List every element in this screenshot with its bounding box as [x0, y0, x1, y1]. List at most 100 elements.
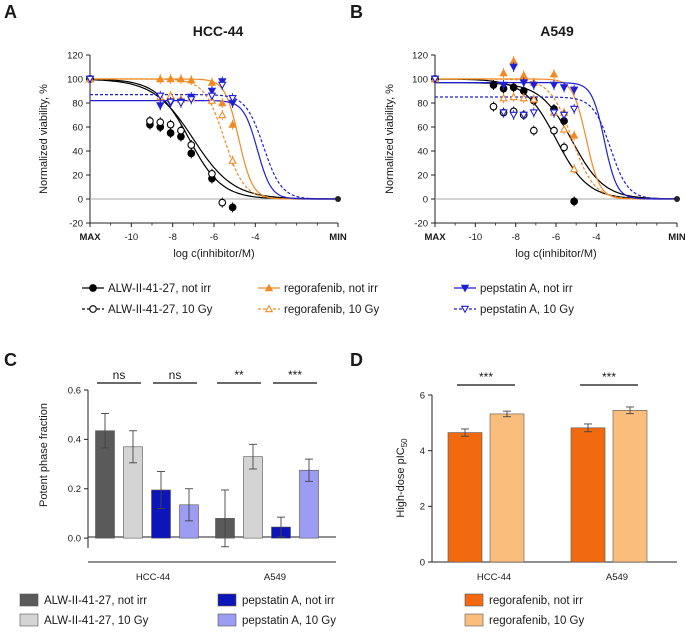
legend-swatch: [19, 613, 39, 627]
panel-d-group-label-a549: A549: [606, 572, 628, 583]
legend-label: pepstatin A, 10 Gy: [242, 615, 336, 627]
panel-b-ylabel: Normalized viability, %: [384, 84, 396, 194]
x-tick-label: MIN: [329, 232, 347, 243]
fit-curve: [90, 100, 338, 200]
data-point: [166, 120, 175, 129]
panel-c-group-label-hcc44: HCC-44: [136, 572, 170, 583]
legend-label: regorafenib, 10 Gy: [489, 615, 585, 627]
data-point: [187, 96, 196, 104]
data-point: [509, 83, 518, 92]
y-tick-label: 40: [417, 146, 428, 157]
x-tick-label: -8: [511, 232, 519, 243]
data-point: [519, 70, 528, 79]
x-tick-label: -6: [552, 232, 560, 243]
data-point: [207, 92, 217, 101]
y-tick-label: 80: [72, 98, 83, 109]
y-tick-label: 40: [72, 146, 83, 157]
panel-letter-a: A: [4, 2, 17, 22]
x-tick-label: -8: [168, 232, 176, 243]
data-point: [499, 93, 508, 102]
data-point: [509, 92, 518, 101]
y-tick-label: 4: [420, 446, 425, 457]
y-tick-label: 2: [420, 502, 425, 513]
data-point: [489, 102, 498, 111]
data-point: [228, 120, 237, 128]
data-point: [156, 118, 165, 127]
min-point: [335, 196, 341, 202]
legend-label: pepstatin A, not irr: [480, 283, 573, 295]
data-point: [569, 105, 579, 114]
bar: [612, 410, 648, 563]
y-tick-label: 0.2: [68, 484, 81, 495]
panel-letter-c: C: [4, 350, 17, 370]
x-tick-label: MIN: [668, 232, 685, 243]
panel-c-ylabel: Potent phase fraction: [38, 403, 50, 507]
x-tick-label: -6: [210, 232, 218, 243]
legend-label: pepstatin A, not irr: [242, 595, 335, 607]
x-tick-label: MAX: [79, 232, 101, 243]
data-point: [166, 74, 175, 83]
panel-b-curves: [435, 78, 677, 200]
data-point: [218, 198, 227, 207]
data-point: [499, 68, 508, 77]
x-tick-label: -10: [124, 232, 138, 243]
data-point: [529, 126, 538, 135]
panel-a-ylabel: Normalized viability, %: [38, 84, 50, 194]
data-point: [218, 81, 227, 90]
data-point: [570, 197, 579, 206]
min-point: [674, 196, 680, 202]
legend-ab: ALW-II-41-27, not irr ALW-II-41-27, 10 Gy…: [82, 283, 574, 316]
x-tick-label: -4: [251, 232, 259, 243]
y-tick-label: 0: [423, 194, 428, 205]
y-tick-label: -20: [414, 218, 428, 229]
legend-marker: [89, 284, 97, 292]
legend-label: ALW-II-41-27, not irr: [44, 595, 147, 607]
legend-c: ALW-II-41-27, not irr ALW-II-41-27, 10 Gy…: [19, 593, 336, 627]
data-point: [430, 75, 440, 84]
x-tick-label: -4: [592, 232, 600, 243]
data-point: [529, 81, 539, 90]
bar: [489, 413, 525, 563]
legend-label: regorafenib, not irr: [489, 595, 583, 607]
panel-d-yticks: 0 2 4 6: [420, 390, 432, 568]
data-point: [549, 81, 559, 90]
panel-d-ylabel: High-dose pIC50: [395, 438, 409, 518]
legend-marker: [264, 283, 274, 292]
fit-curve: [435, 82, 677, 200]
panel-d-significance: *** ***: [457, 370, 638, 386]
data-point: [176, 74, 186, 83]
panel-b-title: A549: [540, 23, 574, 39]
data-point: [489, 81, 498, 89]
data-point: [228, 95, 237, 103]
panel-d-chart: High-dose pIC50 HCC-44 A549 0 2 4 6 *** ***: [395, 370, 677, 583]
data-point: [569, 86, 579, 95]
data-point: [177, 126, 185, 135]
panel-c-chart: Potent phase fraction HCC-44 A549 0.0 0.2…: [38, 368, 336, 583]
x-tick-label: MAX: [424, 232, 446, 243]
panel-d-ylabel-main: High-dose pIC: [395, 447, 407, 517]
legend-swatch: [464, 593, 484, 607]
data-point: [146, 117, 154, 125]
legend-marker: [264, 304, 274, 313]
data-point: [509, 111, 518, 120]
data-point: [560, 143, 568, 152]
y-tick-label: 0.0: [68, 533, 81, 544]
bar: [447, 432, 483, 563]
data-point: [156, 74, 165, 83]
legend-marker: [89, 305, 97, 313]
y-tick-label: 0: [420, 557, 425, 568]
panel-b-xlabel: log c(inhibitor/M): [515, 248, 596, 260]
data-point: [559, 84, 569, 92]
y-tick-label: 100: [412, 74, 428, 85]
panel-a-chart: Normalized viability, % log c(inhibitor/…: [38, 50, 347, 260]
panel-d-group-label-hcc44: HCC-44: [477, 572, 511, 583]
data-point: [559, 124, 569, 133]
panel-a-points: [85, 74, 341, 213]
panel-a-xlabel: log c(inhibitor/M): [173, 248, 254, 260]
panel-b-yticks: -20 0 20 40 60 80 100 120: [412, 50, 435, 229]
x-tick-label: -10: [468, 232, 482, 243]
panel-b-chart: Normalized viability, % log c(inhibitor/…: [384, 50, 685, 260]
data-point: [156, 92, 165, 101]
panel-letter-d: D: [350, 350, 363, 370]
